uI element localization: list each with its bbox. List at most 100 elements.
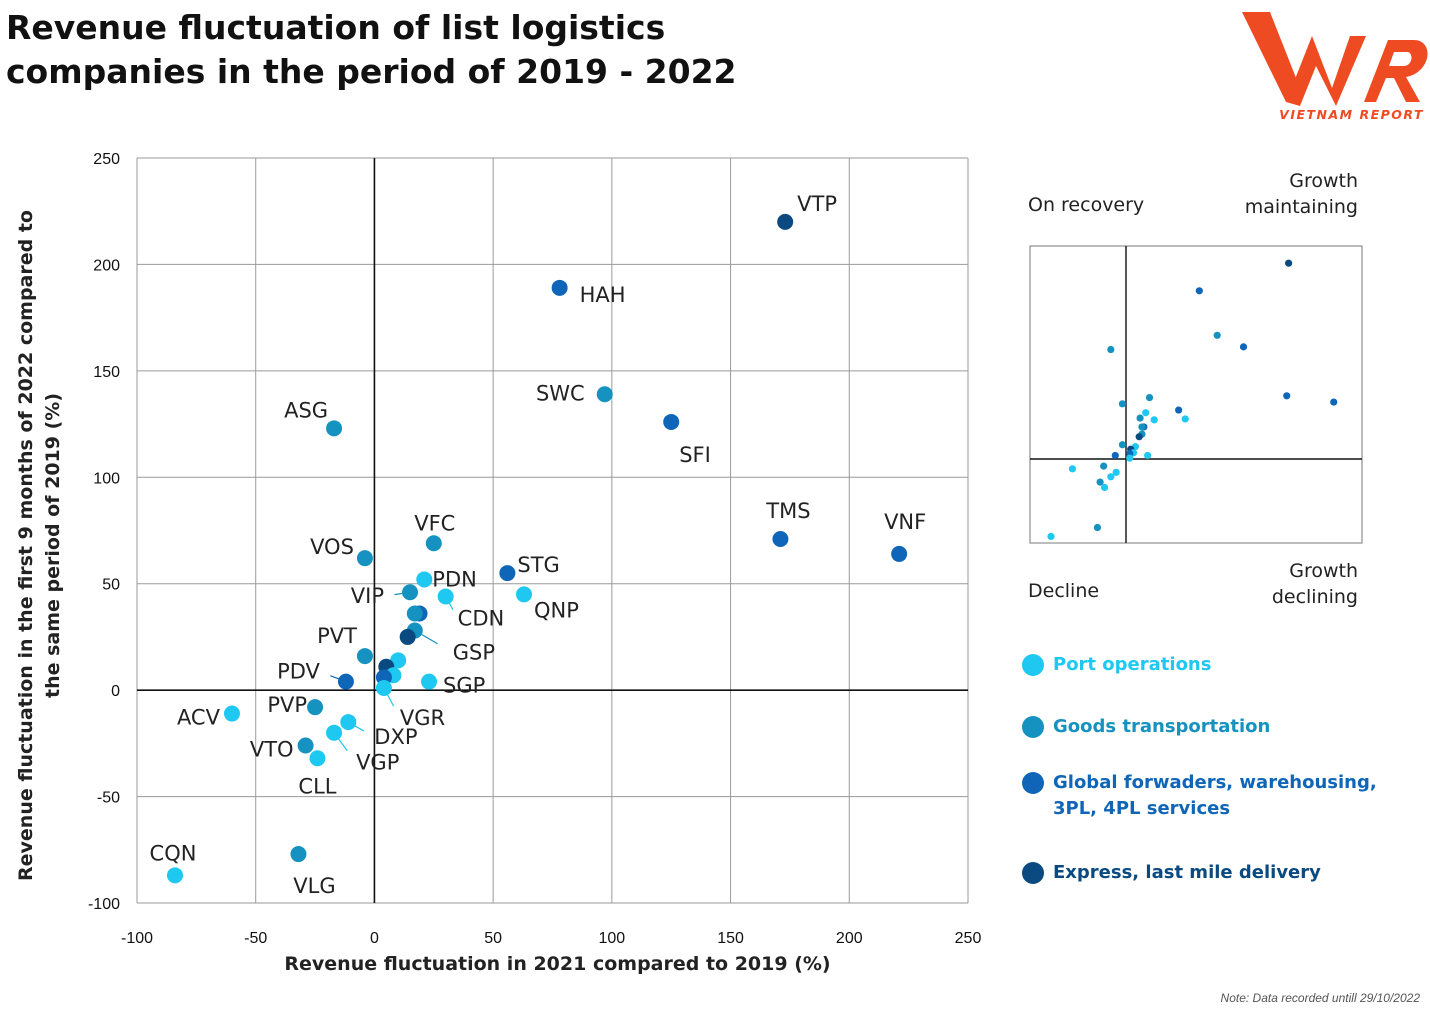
- x-tick-label: 0: [370, 930, 379, 947]
- point-label: TMS: [765, 499, 810, 523]
- mini-data-point: [1107, 345, 1115, 354]
- vnr-logo: VIETNAM REPORT: [1242, 12, 1428, 122]
- mini-data-point: [1150, 416, 1158, 424]
- mini-data-point: [1144, 451, 1152, 460]
- legend-item-port: Port operations: [1022, 652, 1211, 678]
- mini-data-point: [1138, 423, 1146, 431]
- quadrant-decline: Decline: [1028, 580, 1100, 602]
- point-label: CQN: [150, 841, 197, 865]
- mini-data-point: [1136, 414, 1144, 422]
- point-label: CLL: [298, 774, 336, 798]
- point-label: ACV: [177, 706, 221, 730]
- mini-data-point: [1181, 415, 1189, 423]
- point-label: PVT: [317, 624, 357, 648]
- mini-data-point: [1175, 406, 1183, 414]
- mini-data-point: [1107, 473, 1115, 481]
- y-axis-title-line: the same period of 2019 (%): [42, 393, 64, 698]
- legend-item-goods: Goods transportation: [1022, 714, 1270, 740]
- data-point-sgp: [421, 673, 438, 690]
- legend-item-global: Global forwaders, warehousing, 3PL, 4PL …: [1022, 770, 1377, 822]
- legend-marker-express: [1022, 862, 1044, 884]
- data-point-pdn: [416, 571, 433, 588]
- data-point-pdv: [337, 673, 354, 690]
- data-point-pvt: [356, 648, 373, 665]
- point-label: ASG: [284, 398, 328, 422]
- legend-marker-port: [1022, 654, 1044, 676]
- data-point-asg: [326, 420, 343, 437]
- mini-data-point: [1093, 523, 1102, 532]
- x-tick-label: 50: [484, 930, 502, 947]
- data-point-acv: [223, 705, 240, 722]
- data-point-vos: [356, 550, 373, 567]
- logo-subtitle: VIETNAM REPORT: [1279, 107, 1424, 122]
- data-point-hah: [551, 279, 568, 296]
- data-point-vto: [297, 737, 314, 754]
- point-label: PDV: [277, 660, 320, 684]
- x-tick-label: -50: [244, 930, 267, 947]
- quadrant-overview-chart: [1029, 245, 1363, 544]
- mini-data-point: [1239, 343, 1248, 351]
- data-point-vlg: [290, 846, 307, 863]
- data-point-vgr: [375, 680, 392, 697]
- x-tick-label: 100: [599, 930, 626, 947]
- data-point: [406, 605, 423, 622]
- point-label: VFC: [414, 511, 455, 535]
- y-tick-label: 100: [93, 470, 120, 487]
- mini-data-point: [1330, 398, 1338, 406]
- data-point-cll: [309, 750, 326, 767]
- mini-data-point: [1047, 532, 1055, 541]
- point-label: SWC: [536, 381, 585, 405]
- y-tick-label: 50: [102, 577, 120, 594]
- legend-item-express: Express, last mile delivery: [1022, 860, 1321, 886]
- y-tick-label: 150: [93, 364, 120, 381]
- data-point-cdn: [437, 588, 454, 605]
- mini-data-point: [1112, 468, 1120, 476]
- data-point: [399, 628, 416, 645]
- data-point-tms: [772, 531, 789, 548]
- mini-data-point: [1142, 409, 1150, 417]
- x-tick-label: -100: [121, 930, 153, 947]
- mini-data-point: [1283, 392, 1291, 400]
- data-point-qnp: [516, 586, 533, 603]
- mini-data-point: [1118, 400, 1127, 408]
- mini-data-point: [1126, 454, 1134, 462]
- data-point-vgp: [326, 724, 343, 741]
- point-label: VOS: [310, 535, 354, 559]
- legend-marker-goods: [1022, 716, 1044, 738]
- data-point-vip: [402, 584, 419, 601]
- mini-data-point: [1135, 433, 1143, 441]
- x-axis-title: Revenue fluctuation in 2021 compared to …: [284, 953, 830, 975]
- mini-frame: [1029, 245, 1363, 544]
- y-tick-label: 0: [111, 683, 120, 700]
- mini-data-point: [1145, 393, 1154, 402]
- data-point-vtp: [777, 213, 794, 230]
- point-label: VIP: [351, 584, 384, 608]
- quadrant-growth-declining: Growth declining: [1271, 560, 1358, 608]
- point-label: HAH: [580, 283, 626, 307]
- title-line-2: companies in the period of 2019 - 2022: [6, 52, 737, 91]
- point-label: PVP: [267, 693, 307, 717]
- title-line-1: Revenue fluctuation of list logistics: [6, 8, 666, 47]
- point-label: DXP: [374, 725, 417, 749]
- y-tick-label: 200: [93, 257, 120, 274]
- legend-marker-global: [1022, 772, 1044, 794]
- legend-label-global-line-1: Global forwaders, warehousing,: [1053, 772, 1377, 793]
- y-axis-title-line: Revenue fluctuation in the first 9 month…: [15, 210, 37, 881]
- x-tick-label: 250: [955, 930, 982, 947]
- mini-data-point: [1118, 441, 1127, 449]
- mini-data-point: [1096, 478, 1104, 486]
- quadrant-on-recovery: On recovery: [1028, 194, 1145, 216]
- point-label: CDN: [458, 606, 505, 630]
- legend-label-express: Express, last mile delivery: [1053, 862, 1321, 883]
- mini-data-point: [1100, 483, 1109, 492]
- mini-data-point: [1195, 287, 1203, 295]
- mini-data-point: [1213, 331, 1221, 339]
- y-tick-label: -50: [97, 790, 120, 807]
- x-tick-label: 150: [717, 930, 744, 947]
- legend-label-global-line-2: 3PL, 4PL services: [1053, 798, 1231, 819]
- data-point-vfc: [425, 535, 442, 552]
- point-label: VTP: [797, 192, 837, 216]
- data-point-pvp: [307, 699, 324, 716]
- page-title: Revenue fluctuation of list logistics co…: [6, 6, 906, 94]
- data-point-stg: [499, 565, 516, 582]
